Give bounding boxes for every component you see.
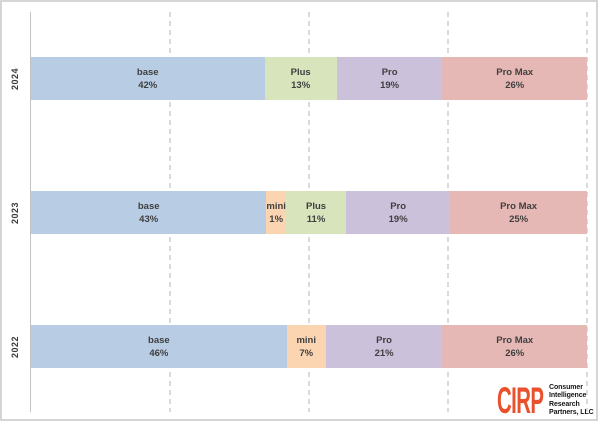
cirp-tagline-line: Intelligence — [549, 392, 587, 399]
bar-row-2023: base 43% mini 1% Plus 11% Pro 19% Pro Max 25% — [31, 191, 588, 234]
segment-label: base 42% — [136, 66, 159, 91]
segment-2024-pro: Pro 19% — [336, 57, 443, 100]
segment-2024-pro-max: Pro Max 26% — [442, 57, 587, 100]
bars-layer: base 42% Plus 13% Pro 19% Pro Max 26% base 43% min… — [31, 12, 588, 412]
axis-label-year-2022: 2022 — [1, 325, 29, 368]
segment-2022-mini: mini 7% — [286, 325, 326, 368]
axis-label-text: 2023 — [10, 201, 20, 224]
segment-label: Pro Max 26% — [496, 66, 534, 91]
cirp-logo-brand-text: CIRP — [497, 379, 544, 421]
cirp-logo-brand: CIRP — [497, 379, 546, 421]
y-axis-line — [30, 12, 31, 412]
bar-row-2024: base 42% Plus 13% Pro 19% Pro Max 26% — [31, 57, 587, 100]
segment-2023-mini: mini 1% — [266, 191, 286, 234]
segment-2023-pro-max: Pro Max 25% — [450, 191, 588, 234]
axis-label-year-2024: 2024 — [1, 57, 29, 100]
plot-area: base 42% Plus 13% Pro 19% Pro Max 26% base 43% min… — [30, 12, 588, 412]
segment-label: mini 7% — [296, 334, 316, 359]
cirp-tagline-line: Research — [549, 400, 580, 408]
axis-label-year-2023: 2023 — [1, 191, 29, 234]
segment-label: Plus 13% — [290, 66, 311, 91]
segment-label: base 43% — [137, 200, 160, 225]
segment-label: Pro 19% — [380, 66, 400, 91]
segment-2023-plus: Plus 11% — [285, 191, 347, 234]
segment-2022-pro-max: Pro Max 26% — [442, 325, 588, 368]
segment-label: Pro Max 25% — [500, 200, 538, 225]
axis-label-text: 2024 — [10, 67, 20, 90]
segment-2024-base: base 42% — [31, 57, 265, 100]
segment-2023-pro: Pro 19% — [346, 191, 451, 234]
cirp-tagline-line: Consumer — [549, 383, 583, 391]
cirp-tagline-line: Partners, LLC — [549, 409, 594, 416]
segment-label: Pro 21% — [374, 334, 394, 359]
bar-row-2022: base 46% mini 7% Pro 21% Pro Max 26% — [31, 325, 588, 368]
segment-2024-plus: Plus 13% — [264, 57, 337, 100]
segment-label: Plus 11% — [306, 200, 327, 225]
segment-2023-base: base 43% — [31, 191, 267, 234]
segment-label: mini 1% — [266, 200, 286, 225]
cirp-logo-tagline: Consumer Intelligence Research Partners,… — [549, 384, 594, 418]
segment-2022-pro: Pro 21% — [325, 325, 443, 368]
segment-label: Pro Max 26% — [496, 334, 534, 359]
segment-label: Pro 19% — [388, 200, 408, 225]
cirp-logo: CIRP Consumer Intelligence Research Part… — [497, 379, 594, 421]
axis-label-text: 2022 — [10, 335, 20, 358]
segment-label: base 46% — [148, 334, 170, 359]
segment-2022-base: base 46% — [31, 325, 287, 368]
